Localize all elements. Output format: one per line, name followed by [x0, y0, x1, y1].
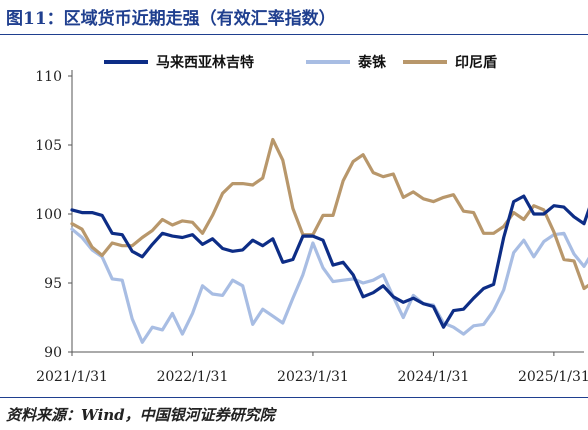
source-divider [0, 397, 588, 398]
series-line-3 [70, 137, 588, 291]
y-tick-label: 90 [44, 345, 62, 361]
source-note: 资料来源：Wind，中国银河证券研究院 [6, 406, 275, 424]
chart-legend: 马来西亚林吉特 泰铢 印尼盾 [104, 54, 497, 71]
line-chart: 马来西亚林吉特 泰铢 印尼盾 90 95 100 105 110 2021/1/31 2022/… [35, 54, 588, 385]
series-line-1 [70, 194, 588, 329]
legend-label: 泰铢 [357, 54, 387, 71]
legend-label: 马来西亚林吉特 [156, 54, 254, 71]
y-tick-label: 100 [35, 207, 62, 223]
x-tick-label: 2023/1/31 [277, 369, 349, 385]
legend-label: 印尼盾 [455, 54, 497, 71]
chart-axes: 90 95 100 105 110 2021/1/31 2022/1/31 2023/1/31… [35, 69, 588, 385]
chart-title: 图11：区域货币近期走强（有效汇率指数） [6, 9, 336, 29]
title-divider [0, 34, 588, 35]
y-tick-label: 95 [44, 276, 62, 292]
y-tick-label: 105 [35, 138, 62, 154]
x-tick-label: 2021/1/31 [36, 369, 108, 385]
x-tick-label: 2022/1/31 [157, 369, 229, 385]
x-tick-label: 2025/1/31 [518, 369, 588, 385]
x-tick-label: 2024/1/31 [398, 369, 470, 385]
y-tick-label: 110 [35, 69, 62, 85]
series-line-2 [70, 227, 588, 344]
chart-series [70, 137, 588, 344]
